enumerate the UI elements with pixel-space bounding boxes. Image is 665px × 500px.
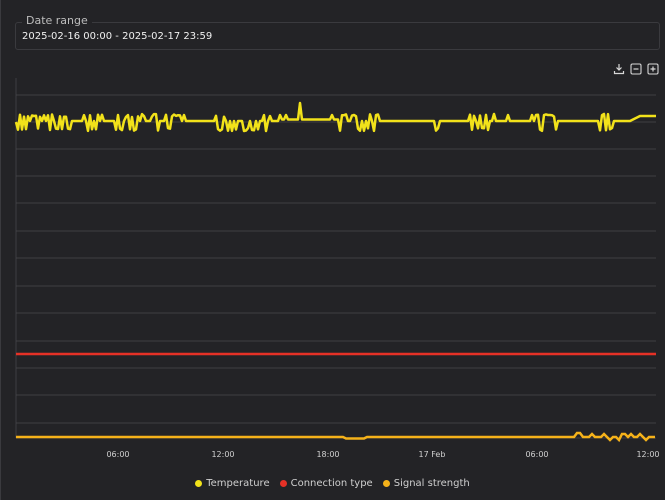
x-tick-label: 06:00 [525,450,548,459]
date-range-field[interactable]: Date range 2025-02-16 00:00 - 2025-02-17… [15,14,660,50]
plus-square-icon[interactable] [646,62,659,75]
series-line-signal-strength [16,431,655,443]
x-tick-label: 06:00 [106,450,129,459]
legend-dot-connection-type [279,480,287,487]
chart-plot[interactable]: 06:00 12:00 18:00 17 Feb 06:00 12:00 [0,0,665,470]
x-tick-label: 12:00 [211,450,234,459]
legend-label-temperature: Temperature [206,478,270,489]
series-line-temperature [14,101,656,133]
chart-legend: Temperature Connection type Signal stren… [0,478,665,489]
legend-item-temperature[interactable]: Temperature [195,478,270,489]
legend-item-connection-type[interactable]: Connection type [279,478,373,489]
x-tick-label: 17 Feb [419,450,446,459]
legend-dot-signal-strength [382,480,390,487]
x-axis: 06:00 12:00 18:00 17 Feb 06:00 12:00 [106,450,659,459]
legend-dot-temperature [195,480,203,487]
minus-square-icon[interactable] [629,62,642,75]
chart-grid [15,78,656,439]
date-range-label: Date range [22,14,92,27]
x-tick-label: 12:00 [636,450,659,459]
legend-label-connection-type: Connection type [290,478,373,489]
download-icon[interactable] [612,62,625,75]
x-tick-label: 18:00 [316,450,339,459]
legend-item-signal-strength[interactable]: Signal strength [382,478,470,489]
legend-label-signal-strength: Signal strength [393,478,470,489]
date-range-value[interactable]: 2025-02-16 00:00 - 2025-02-17 23:59 [22,31,213,42]
chart-toolbar [612,62,659,75]
